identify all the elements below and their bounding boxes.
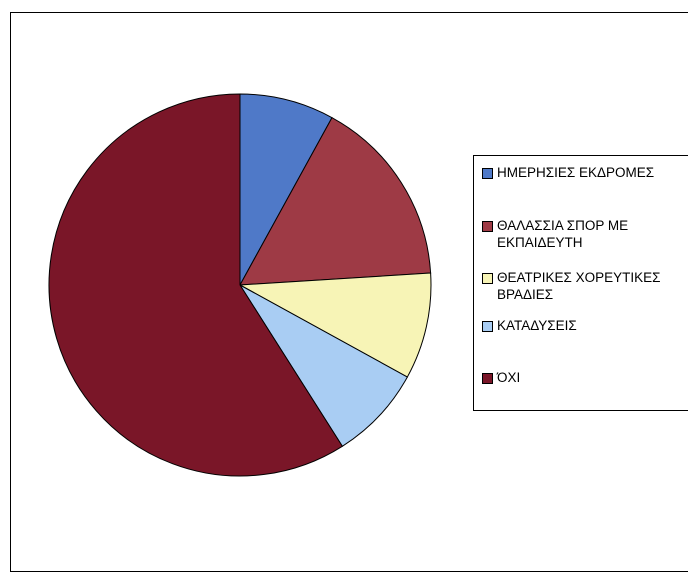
legend-label: ΗΜΕΡΗΣΙΕΣ ΕΚΔΡΟΜΕΣ (497, 165, 655, 180)
pie-slice-3 (239, 284, 409, 447)
legend: ΗΜΕΡΗΣΙΕΣ ΕΚΔΡΟΜΕΣ ΘΑΛΑΣΣΙΑ ΣΠΟΡ ΜΕ ΕΚΠΑ… (473, 155, 688, 411)
legend-label: ΌΧΙ (497, 370, 521, 385)
legend-item-katadyseis: ΚΑΤΑΔΥΣΕΙΣ (482, 317, 688, 334)
pie-slice-4 (48, 93, 344, 477)
pie-chart (48, 93, 432, 477)
pie-slice-2 (238, 272, 432, 378)
legend-label: ΘΑΛΑΣΣΙΑ ΣΠΟΡ ΜΕ ΕΚΠΑΙΔΕΥΤΗ (497, 218, 629, 250)
pie-slice-0 (239, 93, 333, 286)
pie-slice-1 (239, 116, 432, 286)
legend-item-theatrikes-vradies: ΘΕΑΤΡΙΚΕΣ ΧΟΡΕΥΤΙΚΕΣ ΒΡΑΔΙΕΣ (482, 269, 688, 303)
legend-item-hmerhsies-ekdromes: ΗΜΕΡΗΣΙΕΣ ΕΚΔΡΟΜΕΣ (482, 164, 688, 181)
legend-item-thalassia-spor: ΘΑΛΑΣΣΙΑ ΣΠΟΡ ΜΕ ΕΚΠΑΙΔΕΥΤΗ (482, 217, 688, 251)
legend-swatch (482, 373, 493, 384)
legend-swatch (482, 273, 493, 284)
legend-label: ΚΑΤΑΔΥΣΕΙΣ (497, 318, 577, 333)
legend-swatch (482, 168, 493, 179)
legend-label: ΘΕΑΤΡΙΚΕΣ ΧΟΡΕΥΤΙΚΕΣ ΒΡΑΔΙΕΣ (497, 270, 661, 302)
legend-item-oxi: ΌΧΙ (482, 369, 688, 386)
legend-swatch (482, 321, 493, 332)
legend-swatch (482, 221, 493, 232)
